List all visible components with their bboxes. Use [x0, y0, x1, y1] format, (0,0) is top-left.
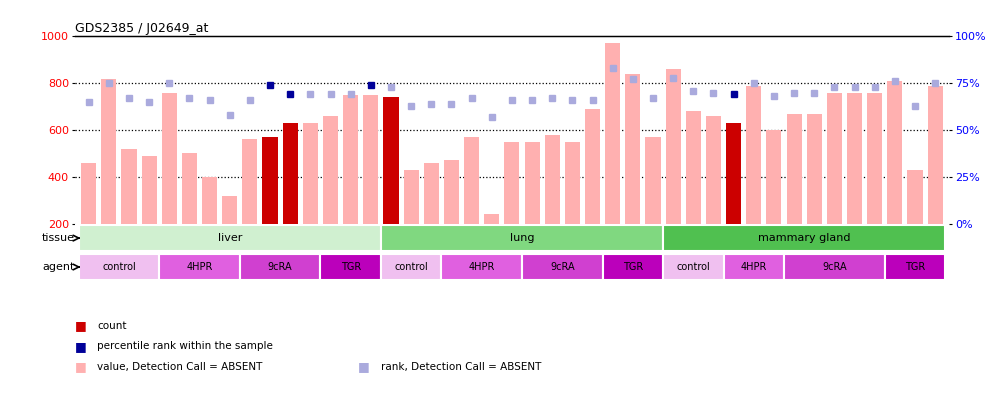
Text: ■: ■ [358, 360, 370, 373]
Bar [282, 123, 298, 224]
Bar [663, 225, 945, 251]
Bar [522, 254, 602, 280]
Text: ■: ■ [75, 340, 86, 353]
Bar [746, 85, 761, 224]
Text: tissue: tissue [42, 233, 75, 243]
Bar [381, 225, 663, 251]
Bar [423, 163, 438, 224]
Bar [141, 156, 157, 224]
Bar [343, 95, 358, 224]
Text: control: control [677, 262, 710, 272]
Text: 9cRA: 9cRA [822, 262, 847, 272]
Bar [706, 116, 721, 224]
Bar [847, 93, 862, 224]
Text: 9cRA: 9cRA [267, 262, 292, 272]
Text: control: control [395, 262, 428, 272]
Bar [441, 254, 522, 280]
Bar [724, 254, 784, 280]
Bar [827, 93, 842, 224]
Bar [766, 130, 781, 224]
Bar [585, 109, 600, 224]
Bar [666, 69, 681, 224]
Text: TGR: TGR [341, 262, 361, 272]
Text: mammary gland: mammary gland [757, 233, 851, 243]
Text: liver: liver [218, 233, 242, 243]
Bar [323, 116, 338, 224]
Bar [545, 135, 560, 224]
Text: ■: ■ [75, 320, 86, 333]
Bar [888, 81, 903, 224]
Text: GDS2385 / J02649_at: GDS2385 / J02649_at [75, 22, 208, 35]
Bar [363, 95, 379, 224]
Bar [82, 163, 96, 224]
Text: ■: ■ [75, 360, 86, 373]
Bar [605, 43, 620, 224]
Text: rank, Detection Call = ABSENT: rank, Detection Call = ABSENT [381, 362, 541, 371]
Text: count: count [97, 321, 127, 331]
Bar [726, 123, 742, 224]
Text: TGR: TGR [622, 262, 643, 272]
Bar [223, 196, 238, 224]
Bar [602, 254, 663, 280]
Bar [262, 137, 277, 224]
Bar [484, 214, 499, 224]
Bar [159, 254, 240, 280]
Bar [303, 123, 318, 224]
Bar [784, 254, 885, 280]
Bar [79, 254, 159, 280]
Bar [663, 254, 724, 280]
Bar [243, 139, 257, 224]
Bar [101, 79, 116, 224]
Bar [908, 170, 922, 224]
Bar [404, 170, 418, 224]
Bar [202, 177, 217, 224]
Bar [807, 114, 822, 224]
Text: 4HPR: 4HPR [468, 262, 495, 272]
Bar [867, 93, 883, 224]
Bar [786, 114, 801, 224]
Text: percentile rank within the sample: percentile rank within the sample [97, 341, 273, 351]
Text: 9cRA: 9cRA [550, 262, 575, 272]
Bar [121, 149, 136, 224]
Text: agent: agent [43, 262, 75, 272]
Bar [645, 137, 661, 224]
Text: lung: lung [510, 233, 534, 243]
Text: value, Detection Call = ABSENT: value, Detection Call = ABSENT [97, 362, 262, 371]
Bar [381, 254, 441, 280]
Text: 4HPR: 4HPR [741, 262, 767, 272]
Bar [182, 153, 197, 224]
Bar [504, 142, 520, 224]
Bar [927, 85, 942, 224]
Bar [79, 225, 381, 251]
Bar [464, 137, 479, 224]
Bar [885, 254, 945, 280]
Bar [686, 111, 701, 224]
Bar [240, 254, 320, 280]
Bar [162, 93, 177, 224]
Bar [565, 142, 580, 224]
Bar [525, 142, 540, 224]
Text: TGR: TGR [905, 262, 925, 272]
Bar [625, 74, 640, 224]
Text: control: control [102, 262, 136, 272]
Bar [384, 97, 399, 224]
Text: 4HPR: 4HPR [186, 262, 213, 272]
Bar [320, 254, 381, 280]
Bar [444, 160, 459, 224]
